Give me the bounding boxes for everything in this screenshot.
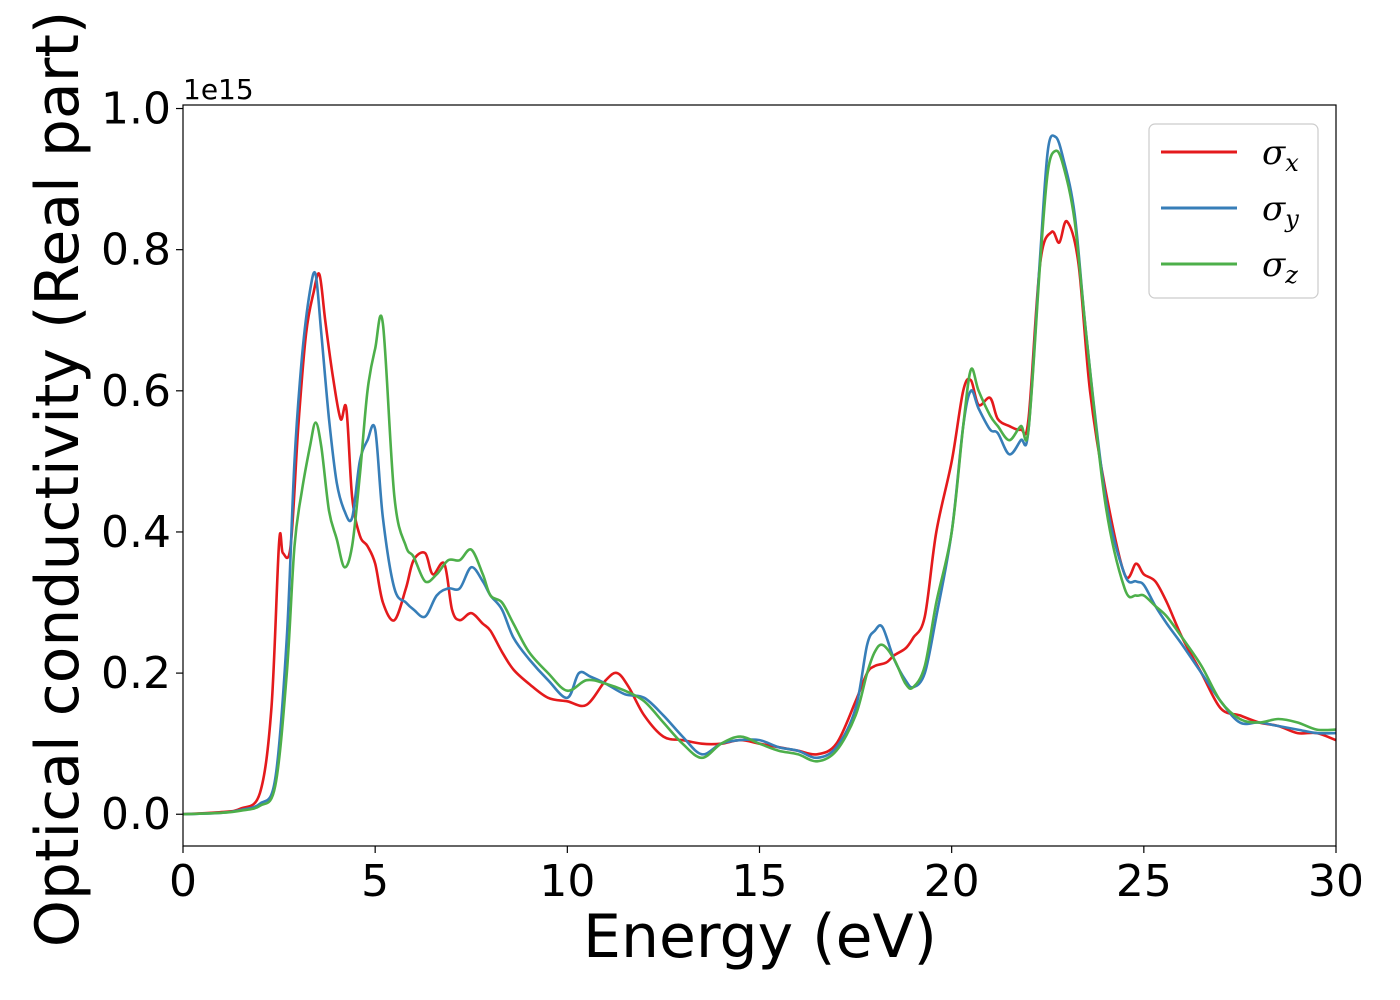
y-tick-label: 0.2 bbox=[101, 648, 171, 699]
y-axis-ticks: 0.0 0.2 0.4 0.6 0.8 1.0 bbox=[101, 84, 183, 840]
x-axis-label: Energy (eV) bbox=[583, 902, 937, 972]
x-tick-label: 15 bbox=[732, 856, 788, 907]
x-tick-label: 10 bbox=[539, 856, 595, 907]
plot-lines bbox=[182, 134, 1337, 816]
legend-entry-sigma-x: σx bbox=[1161, 133, 1299, 177]
y-offset-label: 1e15 bbox=[183, 73, 254, 106]
x-tick-label: 20 bbox=[924, 856, 980, 907]
x-tick-label: 0 bbox=[169, 856, 197, 907]
legend: σx σy σz bbox=[1148, 123, 1319, 299]
legend-box bbox=[1148, 123, 1319, 299]
x-tick-label: 5 bbox=[361, 856, 389, 907]
series-line-sigma-z bbox=[182, 149, 1337, 816]
legend-label-sigma-x: σx bbox=[1262, 133, 1299, 177]
legend-entry-sigma-y: σy bbox=[1161, 189, 1299, 233]
legend-label-sigma-y: σy bbox=[1262, 189, 1299, 233]
x-tick-label: 25 bbox=[1116, 856, 1172, 907]
y-tick-label: 0.4 bbox=[101, 507, 171, 558]
x-axis-ticks: 0 5 10 15 20 25 30 bbox=[169, 846, 1364, 907]
y-tick-label: 0.0 bbox=[101, 789, 171, 840]
y-tick-label: 0.8 bbox=[101, 225, 171, 276]
x-tick-label: 30 bbox=[1308, 856, 1364, 907]
legend-entry-sigma-z: σz bbox=[1161, 245, 1298, 289]
y-axis-label: Optical conductivity (Real part) bbox=[23, 11, 93, 948]
legend-label-sigma-z: σz bbox=[1262, 245, 1298, 289]
y-tick-label: 0.6 bbox=[101, 366, 171, 417]
y-tick-label: 1.0 bbox=[101, 84, 171, 135]
